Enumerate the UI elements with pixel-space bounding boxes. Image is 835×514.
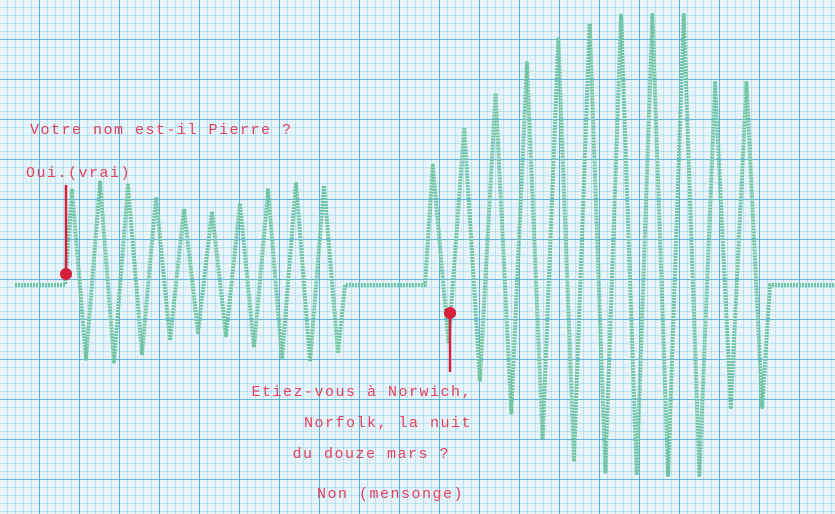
question-line: Norfolk, la nuit bbox=[304, 415, 472, 432]
marker bbox=[444, 307, 456, 319]
waveform bbox=[15, 13, 835, 477]
answer: Oui.(vrai) bbox=[26, 165, 131, 182]
marker bbox=[60, 268, 72, 280]
question-line: Etiez-vous à Norwich, bbox=[251, 384, 472, 401]
question: Votre nom est-il Pierre ? bbox=[30, 122, 293, 139]
answer: Non (mensonge) bbox=[317, 486, 464, 503]
question-line: du douze mars ? bbox=[292, 446, 450, 463]
